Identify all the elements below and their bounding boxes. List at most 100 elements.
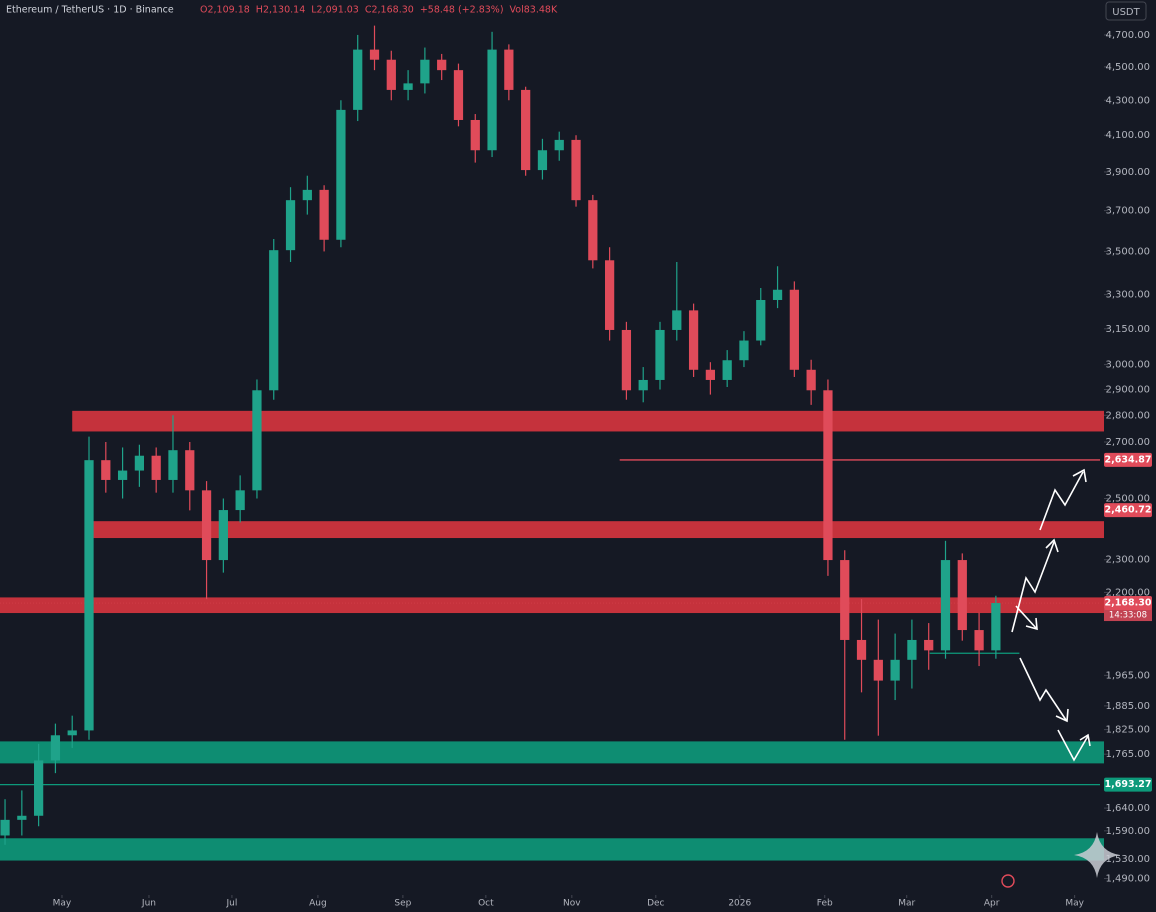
arrow-up-2 — [1039, 471, 1084, 531]
y-tick-label: 2,500.00 — [1105, 494, 1150, 505]
countdown-label: 14:33:08 — [1109, 611, 1147, 621]
candle-body — [772, 289, 783, 300]
candle-body — [537, 150, 548, 171]
price-badge — [1104, 452, 1152, 467]
y-tick-label: 4,500.00 — [1105, 62, 1150, 73]
candle-body — [655, 329, 665, 380]
candle-body — [521, 89, 531, 171]
arrow-down-1 — [1015, 605, 1037, 629]
candle-body — [67, 730, 77, 736]
candle-body — [403, 83, 413, 90]
candle-body — [722, 360, 732, 380]
candle-body — [823, 390, 833, 561]
price-badge-label: 2,168.30 — [1105, 598, 1152, 609]
zone — [0, 838, 1104, 861]
y-tick-label: 2,700.00 — [1105, 437, 1150, 448]
y-tick-label: 3,150.00 — [1105, 324, 1150, 335]
replay-icon[interactable] — [1001, 874, 1015, 888]
ohlc-value: C2,168.30 — [365, 5, 414, 16]
candle-body — [437, 59, 447, 71]
zone — [0, 741, 1104, 764]
candle-body — [185, 450, 195, 491]
zone — [72, 410, 1104, 432]
x-tick-label: Sep — [394, 899, 411, 909]
candle-body — [117, 470, 128, 480]
x-tick-label: May — [1065, 899, 1084, 909]
y-tick-label: 1,490.00 — [1105, 874, 1150, 885]
candle-body — [991, 603, 1001, 651]
y-tick-label: 2,900.00 — [1105, 385, 1150, 396]
candle-body — [621, 329, 632, 391]
candle-body — [806, 369, 816, 391]
currency-button[interactable] — [1105, 1, 1147, 21]
candle-body — [218, 510, 228, 561]
candle-body — [453, 70, 464, 120]
arrowhead — [1055, 708, 1069, 723]
ohlc-value: H2,130.14 — [256, 5, 305, 16]
price-badge — [1104, 777, 1152, 792]
candles — [0, 25, 1001, 845]
candle-body — [302, 189, 312, 201]
price-badge-label: 2,460.72 — [1105, 505, 1152, 516]
arrowhead — [1072, 468, 1087, 483]
price-axis: 4,700.00 4,500.00 4,300.00 4,100.00 3,900.00… — [53, 0, 1156, 912]
candle-body — [957, 560, 967, 631]
candle-body — [907, 639, 917, 660]
candle-body — [470, 119, 480, 151]
candle-body — [554, 139, 564, 151]
y-tick-label: 3,300.00 — [1105, 290, 1150, 301]
candle-body — [168, 450, 178, 480]
arrow-down-2 — [1019, 657, 1067, 721]
zones — [0, 410, 1105, 861]
y-tick-label: 1,825.00 — [1105, 725, 1150, 736]
y-tick-label: 4,700.00 — [1105, 30, 1150, 41]
arrowhead — [1025, 617, 1038, 631]
candle-body — [84, 460, 94, 731]
candle-body — [34, 760, 44, 816]
x-tick-label: Aug — [309, 899, 327, 909]
candle-body — [252, 390, 262, 491]
y-tick-label: 1,590.00 — [1105, 826, 1150, 837]
candle-body — [789, 289, 799, 370]
candle-body — [285, 200, 296, 251]
zone — [0, 597, 1104, 614]
watermark-star — [1074, 832, 1120, 878]
ohlc-value: L2,091.03 — [311, 5, 359, 16]
candle-body — [873, 659, 883, 681]
candle-body — [705, 369, 715, 380]
arrow-up-1 — [1011, 541, 1055, 633]
x-tick-label: May — [53, 899, 72, 909]
x-tick-label: Jun — [141, 899, 156, 909]
currency-label[interactable]: USDT — [1112, 7, 1140, 18]
price-badge-label: 2,634.87 — [1105, 454, 1152, 465]
y-tick-label: 3,000.00 — [1105, 360, 1150, 371]
y-tick-label: 2,200.00 — [1105, 587, 1150, 598]
x-tick-label: Apr — [984, 899, 1000, 909]
zone — [89, 521, 1105, 539]
scenario-arrows — [1011, 468, 1091, 762]
countdown-badge — [1104, 609, 1152, 622]
x-tick-label: Feb — [817, 899, 833, 909]
candle-body — [688, 310, 699, 370]
x-tick-label: Oct — [478, 899, 494, 909]
candle-body — [134, 455, 145, 471]
candle-body — [420, 59, 430, 84]
price-badge — [1104, 503, 1152, 518]
candle-body — [974, 630, 984, 651]
ohlc-readout: O2,109.18 H2,130.14 L2,091.03 C2,168.30 +58.… — [200, 5, 558, 16]
candle-body — [890, 659, 900, 681]
candle-body — [369, 49, 380, 60]
y-tick-label: 3,500.00 — [1105, 246, 1150, 257]
candle-body — [588, 200, 598, 261]
candle-body — [571, 139, 581, 201]
candle-body — [924, 639, 934, 651]
candle-body — [201, 490, 212, 561]
y-tick-label: 2,300.00 — [1105, 555, 1150, 566]
y-tick-label: 2,800.00 — [1105, 410, 1150, 421]
arrow-bounce — [1057, 729, 1089, 762]
y-tick-label: 1,530.00 — [1105, 854, 1150, 865]
price-badge — [1104, 596, 1152, 611]
candle-body — [487, 49, 497, 151]
candle-body — [269, 250, 279, 391]
